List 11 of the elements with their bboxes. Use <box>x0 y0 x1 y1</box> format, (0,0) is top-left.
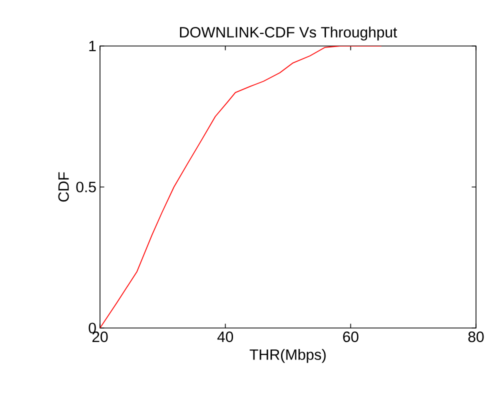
y-tick-label: 0.5 <box>76 182 96 192</box>
x-tick-label: 80 <box>468 332 484 342</box>
y-tick-label: 0 <box>88 322 96 334</box>
x-axis-title: THR(Mbps) <box>250 348 326 363</box>
line-series <box>100 46 382 328</box>
y-tick-label: 1 <box>89 40 96 52</box>
chart-title: DOWNLINK-CDF Vs Throughput <box>180 26 398 40</box>
x-tick-label: 60 <box>343 332 358 342</box>
y-axis-title: CDF <box>58 172 69 202</box>
x-tick-label: 40 <box>217 332 234 342</box>
x-tick-label: 20 <box>92 332 108 342</box>
